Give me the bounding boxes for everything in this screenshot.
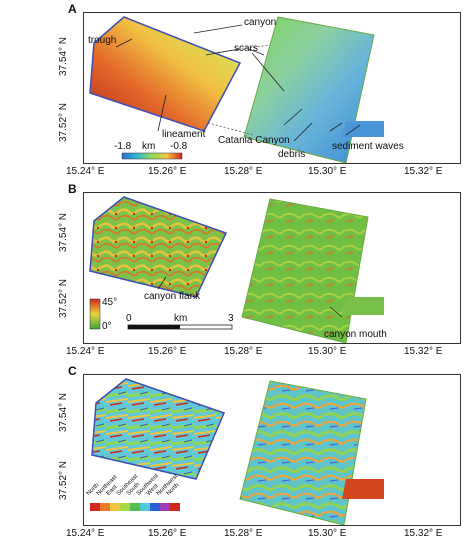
annotation-lineament: lineament [162, 129, 206, 140]
panel-b-colorbar [89, 298, 101, 330]
colorbar-b-min: 0° [102, 321, 112, 332]
scalebar-end: 3 [228, 313, 234, 324]
panel-b-lon-label-2: 15.26° E [148, 346, 187, 357]
panel-c-lon-label-5: 15.32° E [404, 528, 443, 539]
panel-b-scalebar-fill [128, 325, 180, 329]
panel-a-east-survey [243, 16, 375, 163]
colorbar-b-max: 45° [102, 297, 118, 308]
panel-a-west-survey [89, 16, 242, 132]
panel-c-aspect-map [90, 378, 384, 525]
panel-c-west-survey [91, 378, 226, 480]
annotation-canyon: canyon [244, 17, 277, 28]
panel-a-lat-label-1: 37.54° N [58, 36, 69, 76]
panel-b-west-survey [89, 196, 228, 298]
panel-a-lat-label-2: 37.52° N [58, 102, 69, 142]
colorbar-a-unit: km [142, 141, 156, 152]
annotation-catania-canyon: Catania Canyon [218, 135, 290, 146]
panel-c-map-frame: North Northeast East Southeast South Sou… [83, 374, 461, 526]
panel-b-slope-map [89, 196, 384, 343]
panel-c-lat-label-1: 37.54° N [58, 392, 69, 432]
scalebar-unit: km [174, 313, 188, 324]
panel-b-east-extension [342, 297, 384, 315]
panel-c-east-survey [239, 380, 367, 525]
panel-c-lon-label-2: 15.26° E [148, 528, 187, 539]
panel-c-aspect-legend [90, 503, 180, 511]
panel-b-lon-label-1: 15.24° E [66, 346, 105, 357]
panel-a-colorbar [121, 152, 183, 160]
panel-c-lat-label-2: 37.52° N [58, 460, 69, 500]
panel-a-leader-lines [115, 24, 361, 142]
panel-a-lon-label-1: 15.24° E [66, 166, 105, 177]
scalebar-start: 0 [126, 313, 132, 324]
annotation-debris: debris [278, 149, 306, 160]
panel-b-map-frame: canyon flank canyon mouth 45° 0° 0 km 3 [83, 192, 461, 344]
colorbar-a-min: -1.8 [114, 141, 132, 152]
panel-a-map-frame: canyon scars trough lineament Catania Ca… [83, 12, 461, 164]
panel-b-leader-lines [157, 276, 343, 318]
panel-a-lon-label-5: 15.32° E [404, 166, 443, 177]
panel-a-bathymetry-map [89, 16, 384, 163]
panel-c-lon-label-4: 15.30° E [308, 528, 347, 539]
annotation-sediment-waves: sediment waves [332, 141, 404, 152]
annotation-canyon-mouth: canyon mouth [324, 329, 387, 340]
panel-c-lon-label-1: 15.24° E [66, 528, 105, 539]
panel-b-east-survey [241, 198, 369, 343]
annotation-scars: scars [234, 43, 258, 54]
panel-a-label: A [68, 2, 77, 16]
panel-a-lon-label-2: 15.26° E [148, 166, 187, 177]
panel-b-label: B [68, 182, 77, 196]
colorbar-a-max: -0.8 [170, 141, 188, 152]
panel-b-lon-label-3: 15.28° E [224, 346, 263, 357]
panel-a: A [0, 0, 474, 180]
annotation-trough: trough [88, 35, 117, 46]
panel-c-label: C [68, 364, 77, 378]
panel-b: B [0, 180, 474, 360]
panel-a-lon-label-4: 15.30° E [308, 166, 347, 177]
panel-c: C [0, 360, 474, 542]
annotation-canyon-flank: canyon flank [144, 291, 201, 302]
panel-b-lon-label-5: 15.32° E [404, 346, 443, 357]
panel-b-lat-label-1: 37.54° N [58, 212, 69, 252]
panel-c-east-extension [342, 479, 384, 499]
panel-c-lon-label-3: 15.28° E [224, 528, 263, 539]
panel-b-lat-label-2: 37.52° N [58, 278, 69, 318]
panel-b-lon-label-4: 15.30° E [308, 346, 347, 357]
panel-a-east-extension [342, 121, 384, 137]
panel-a-lon-label-3: 15.28° E [224, 166, 263, 177]
